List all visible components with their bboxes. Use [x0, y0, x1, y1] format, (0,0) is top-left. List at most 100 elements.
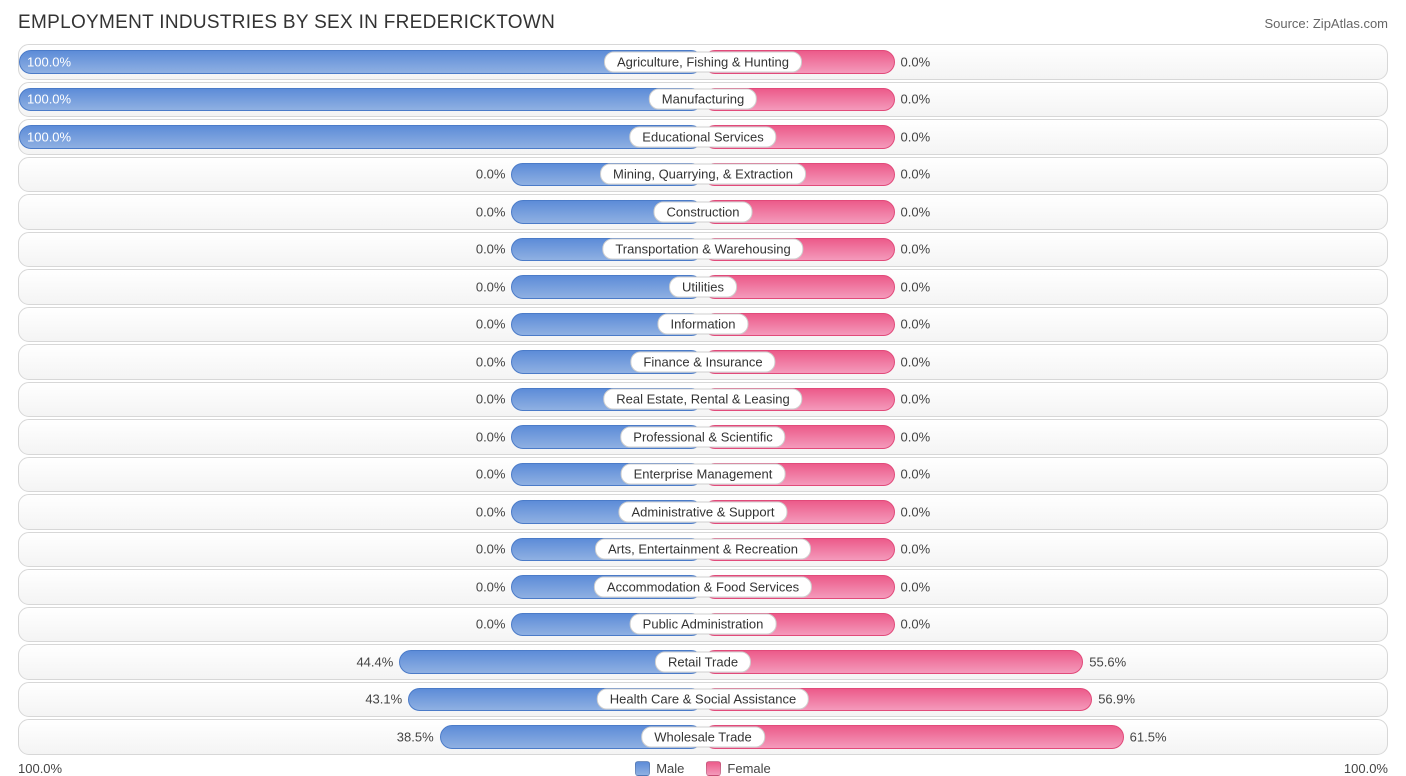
- female-half: 0.0%: [703, 420, 1387, 454]
- category-label: Real Estate, Rental & Leasing: [603, 389, 802, 410]
- female-pct-label: 61.5%: [1130, 729, 1167, 744]
- female-half: 0.0%: [703, 383, 1387, 417]
- female-half: 0.0%: [703, 45, 1387, 79]
- male-half: 0.0%: [19, 270, 703, 304]
- female-half: 0.0%: [703, 308, 1387, 342]
- category-label: Public Administration: [630, 614, 777, 635]
- chart-row: 0.0%0.0%Information: [18, 307, 1388, 343]
- legend-item-female: Female: [706, 761, 770, 776]
- axis-left-label: 100.0%: [18, 761, 62, 776]
- male-half: 0.0%: [19, 308, 703, 342]
- chart-row: 44.4% 55.6% Retail Trade: [18, 644, 1388, 680]
- chart-row: 0.0%0.0%Enterprise Management: [18, 457, 1388, 493]
- legend-male-label: Male: [656, 761, 684, 776]
- category-label: Information: [657, 314, 748, 335]
- female-half: 0.0%: [703, 345, 1387, 379]
- male-pct-label: 100.0%: [27, 129, 71, 144]
- category-label: Wholesale Trade: [641, 726, 765, 747]
- male-half: 38.5%: [19, 720, 703, 754]
- category-label: Construction: [654, 201, 753, 222]
- male-half: 0.0%: [19, 233, 703, 267]
- female-half: 0.0%: [703, 195, 1387, 229]
- female-pct-label: 0.0%: [901, 54, 931, 69]
- female-pct-label: 0.0%: [901, 242, 931, 257]
- female-pct-label: 0.0%: [901, 279, 931, 294]
- female-half: 61.5%: [703, 720, 1387, 754]
- female-pct-label: 0.0%: [901, 617, 931, 632]
- male-pct-label: 0.0%: [476, 429, 506, 444]
- legend-female-label: Female: [727, 761, 770, 776]
- male-half: 0.0%: [19, 345, 703, 379]
- male-pct-label: 0.0%: [476, 579, 506, 594]
- female-bar: [703, 650, 1083, 674]
- male-pct-label: 0.0%: [476, 242, 506, 257]
- male-pct-label: 0.0%: [476, 354, 506, 369]
- male-pct-label: 0.0%: [476, 617, 506, 632]
- male-pct-label: 0.0%: [476, 504, 506, 519]
- male-half: 44.4%: [19, 645, 703, 679]
- male-pct-label: 44.4%: [356, 654, 393, 669]
- male-pct-label: 38.5%: [397, 729, 434, 744]
- category-label: Professional & Scientific: [620, 426, 785, 447]
- chart-row: 0.0%0.0%Construction: [18, 194, 1388, 230]
- category-label: Utilities: [669, 276, 737, 297]
- category-label: Educational Services: [629, 126, 776, 147]
- chart-row: 43.1%56.9%Health Care & Social Assistanc…: [18, 682, 1388, 718]
- category-label: Enterprise Management: [621, 464, 786, 485]
- chart-footer: 100.0% Male Female 100.0%: [18, 761, 1388, 776]
- female-pct-label: 56.9%: [1098, 692, 1135, 707]
- category-label: Transportation & Warehousing: [602, 239, 803, 260]
- male-half: 0.0%: [19, 495, 703, 529]
- male-pct-label: 0.0%: [476, 392, 506, 407]
- male-bar: [19, 125, 703, 149]
- female-pct-label: 0.0%: [901, 167, 931, 182]
- female-pct-label: 0.0%: [901, 504, 931, 519]
- female-half: 0.0%: [703, 120, 1387, 154]
- male-pct-label: 0.0%: [476, 167, 506, 182]
- chart-header: EMPLOYMENT INDUSTRIES BY SEX IN FREDERIC…: [18, 12, 1388, 34]
- male-pct-label: 100.0%: [27, 92, 71, 107]
- male-pct-label: 0.0%: [476, 542, 506, 557]
- male-pct-label: 100.0%: [27, 54, 71, 69]
- female-half: 0.0%: [703, 458, 1387, 492]
- male-pct-label: 0.0%: [476, 279, 506, 294]
- category-label: Administrative & Support: [618, 501, 787, 522]
- legend-item-male: Male: [635, 761, 684, 776]
- male-bar: [19, 88, 703, 112]
- chart-row: 0.0% 0.0% Accommodation & Food Services: [18, 569, 1388, 605]
- male-pct-label: 0.0%: [476, 467, 506, 482]
- category-label: Finance & Insurance: [630, 351, 775, 372]
- male-swatch-icon: [635, 761, 650, 776]
- male-half: 0.0%: [19, 383, 703, 417]
- male-pct-label: 0.0%: [476, 317, 506, 332]
- male-half: 0.0%: [19, 458, 703, 492]
- chart-row: 0.0% 0.0% Real Estate, Rental & Leasing: [18, 382, 1388, 418]
- chart-row: 0.0% 0.0% Utilities: [18, 269, 1388, 305]
- axis-right-label: 100.0%: [1344, 761, 1388, 776]
- female-pct-label: 55.6%: [1089, 654, 1126, 669]
- male-half: 100.0%: [19, 83, 703, 117]
- chart-row: 0.0% 0.0% Mining, Quarrying, & Extraction: [18, 157, 1388, 193]
- chart-row: 0.0%0.0%Finance & Insurance: [18, 344, 1388, 380]
- category-label: Retail Trade: [655, 651, 751, 672]
- chart-row: 100.0% 0.0% Agriculture, Fishing & Hunting: [18, 44, 1388, 80]
- diverging-bar-chart: 100.0% 0.0% Agriculture, Fishing & Hunting…: [18, 44, 1388, 755]
- male-bar: [19, 50, 703, 74]
- category-label: Agriculture, Fishing & Hunting: [604, 51, 802, 72]
- female-pct-label: 0.0%: [901, 392, 931, 407]
- category-label: Mining, Quarrying, & Extraction: [600, 164, 806, 185]
- chart-title: EMPLOYMENT INDUSTRIES BY SEX IN FREDERIC…: [18, 12, 555, 34]
- male-half: 0.0%: [19, 195, 703, 229]
- male-half: 0.0%: [19, 420, 703, 454]
- female-half: 55.6%: [703, 645, 1387, 679]
- category-label: Accommodation & Food Services: [594, 576, 812, 597]
- female-pct-label: 0.0%: [901, 579, 931, 594]
- chart-row: 0.0% 0.0% Transportation & Warehousing: [18, 232, 1388, 268]
- chart-row: 100.0% 0.0%Educational Services: [18, 119, 1388, 155]
- female-bar: [703, 725, 1124, 749]
- legend: Male Female: [635, 761, 771, 776]
- category-label: Manufacturing: [649, 89, 757, 110]
- female-half: 0.0%: [703, 83, 1387, 117]
- male-half: 100.0%: [19, 45, 703, 79]
- male-pct-label: 0.0%: [476, 204, 506, 219]
